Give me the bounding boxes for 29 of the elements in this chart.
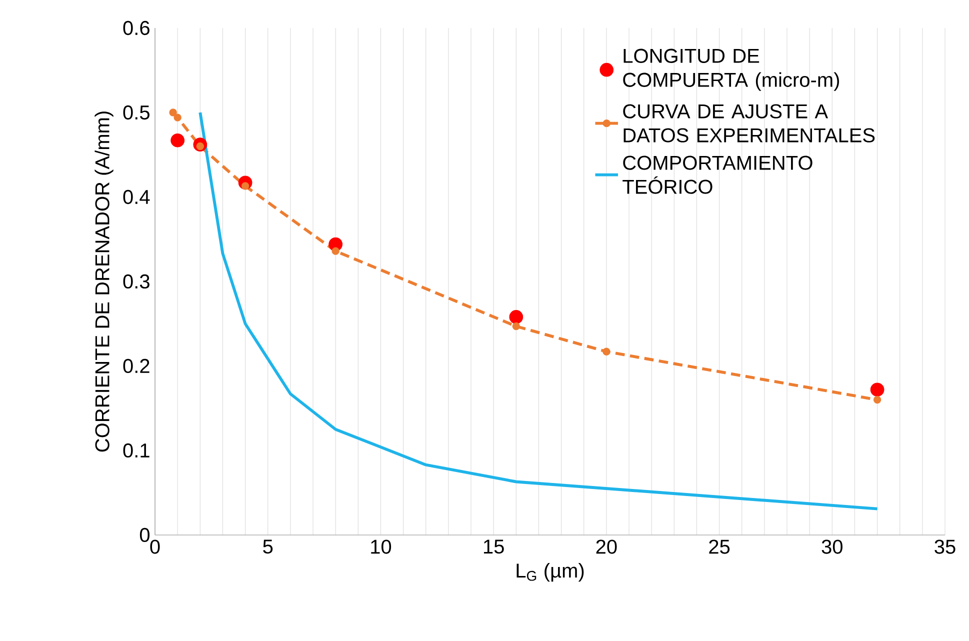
point bbox=[870, 382, 884, 397]
point bbox=[873, 396, 882, 404]
x-tick-label: 0 bbox=[150, 540, 160, 554]
point bbox=[512, 322, 520, 330]
x-tick-label: 25 bbox=[709, 540, 730, 554]
y-tick-label: 0.2 bbox=[123, 358, 150, 374]
x-tick-label: 30 bbox=[822, 540, 842, 554]
point bbox=[174, 114, 182, 122]
point bbox=[332, 247, 340, 255]
y-tick-label: 0.1 bbox=[123, 443, 150, 458]
y-tick-label: 0 bbox=[140, 528, 150, 542]
legend-label: CURVA DE AJUSTE A DATOS EXPERIMENTALES bbox=[623, 104, 875, 142]
y-tick-label: 0.6 bbox=[123, 20, 150, 36]
point bbox=[170, 133, 185, 148]
x-tick-label: 10 bbox=[371, 540, 392, 554]
x-axis-title: L$_{G}$ (µm) bbox=[516, 563, 584, 582]
y-tick-label: 0.3 bbox=[123, 274, 150, 289]
point bbox=[602, 348, 610, 356]
x-tick-label: 5 bbox=[263, 540, 273, 554]
point bbox=[509, 310, 524, 324]
x-tick-label: 15 bbox=[484, 540, 504, 554]
x-tick-label: 35 bbox=[934, 540, 956, 554]
x-tick-label: 20 bbox=[596, 540, 617, 554]
y-axis-title: CORRIENTE DE DRENADOR (A/mm) bbox=[94, 112, 114, 452]
legend-label: COMPORTAMIENTO TEÓRICO bbox=[622, 156, 812, 194]
point bbox=[169, 108, 177, 116]
y-tick-label: 0.4 bbox=[123, 190, 150, 204]
legend-label: LONGITUD DE COMPUERTA (micro-m) bbox=[623, 48, 839, 91]
y-tick-label: 0.5 bbox=[123, 105, 150, 120]
